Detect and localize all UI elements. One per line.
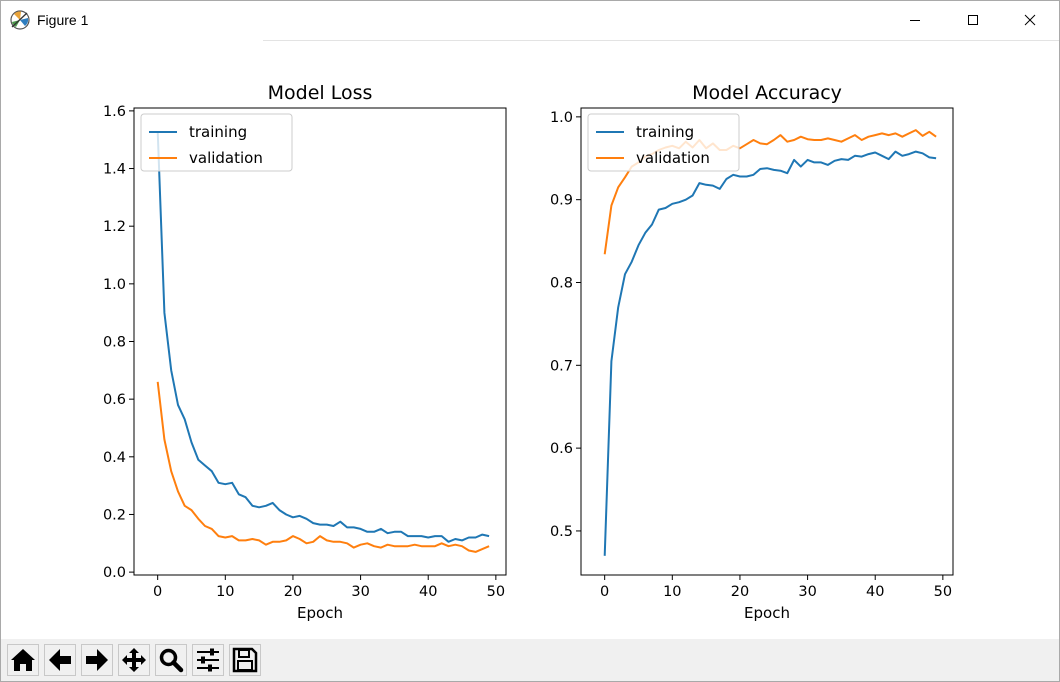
- x-tick-label: 0: [153, 584, 162, 600]
- minimize-button[interactable]: [892, 1, 938, 39]
- y-tick-label: 1.2: [103, 219, 126, 235]
- y-tick-label: 0.8: [103, 335, 126, 351]
- legend-label-validation: validation: [189, 149, 263, 167]
- home-button[interactable]: [7, 644, 39, 676]
- legend-box: [587, 113, 740, 172]
- chart-title: Model Loss: [268, 82, 373, 104]
- x-axis-label: Epoch: [744, 604, 790, 622]
- window-title: Figure 1: [37, 12, 89, 28]
- y-tick-label: 0.9: [550, 193, 573, 209]
- move-icon: [122, 648, 146, 672]
- close-icon: [1024, 14, 1036, 26]
- y-tick-label: 0.2: [103, 507, 126, 523]
- x-tick-label: 20: [284, 584, 302, 600]
- x-tick-label: 40: [866, 584, 884, 600]
- x-tick-label: 40: [419, 584, 437, 600]
- legend-label-validation: validation: [636, 149, 710, 167]
- x-tick-label: 10: [663, 584, 681, 600]
- y-tick-label: 1.0: [103, 277, 126, 293]
- chart-accuracy: Model Accuracy 0 10 20 30 40 50 0.5 0.6 0.7 0.8 0.9…: [550, 82, 954, 622]
- chart-loss: Model Loss 0 10 20 30 40 50 0.0 0.2 0.4 0.6 0.8 1.0 1…: [103, 82, 507, 622]
- home-icon: [11, 649, 35, 671]
- minimize-icon: [910, 20, 920, 21]
- y-tick-label: 1.6: [103, 104, 126, 120]
- chart-title: Model Accuracy: [692, 82, 842, 104]
- maximize-button[interactable]: [950, 1, 996, 39]
- figure-canvas[interactable]: Model Loss 0 10 20 30 40 50 0.0 0.2 0.4 0.6 0.8 1.0 1…: [1, 41, 1059, 639]
- zoom-button[interactable]: [155, 644, 187, 676]
- series-line-validation: [156, 381, 490, 553]
- matplotlib-logo-icon: [10, 10, 30, 30]
- y-tick-label: 0.6: [103, 392, 126, 408]
- sliders-icon: [197, 648, 219, 672]
- series-line-training: [156, 131, 490, 543]
- forward-button[interactable]: [81, 644, 113, 676]
- title-bar[interactable]: Figure 1: [1, 1, 1059, 40]
- floppy-disk-icon: [232, 647, 258, 673]
- title-bar-divider: [263, 40, 1059, 41]
- y-tick-label: 0.0: [103, 565, 126, 581]
- x-tick-label: 10: [216, 584, 234, 600]
- x-tick-label: 20: [731, 584, 749, 600]
- legend: training validation: [140, 113, 293, 172]
- arrow-right-icon: [86, 649, 108, 671]
- series-line-training: [603, 150, 937, 556]
- configure-subplots-button[interactable]: [192, 644, 224, 676]
- y-tick-label: 0.5: [550, 524, 573, 540]
- y-tick-label: 0.4: [103, 450, 126, 466]
- legend-box: [140, 113, 293, 172]
- legend-label-training: training: [189, 123, 247, 141]
- pan-button[interactable]: [118, 644, 150, 676]
- y-tick-label: 1.0: [550, 110, 573, 126]
- x-axis-label: Epoch: [297, 604, 343, 622]
- plot-frame: [133, 107, 507, 576]
- plot-frame: [580, 107, 954, 576]
- x-tick-label: 30: [798, 584, 816, 600]
- magnifier-icon: [159, 648, 184, 673]
- maximize-icon: [968, 15, 978, 25]
- back-button[interactable]: [44, 644, 76, 676]
- y-tick-label: 1.4: [103, 162, 126, 178]
- navigation-toolbar: [1, 639, 1059, 681]
- y-tick-label: 0.8: [550, 275, 573, 291]
- y-tick-label: 0.7: [550, 358, 573, 374]
- arrow-left-icon: [49, 649, 71, 671]
- x-tick-label: 0: [600, 584, 609, 600]
- y-tick-label: 0.6: [550, 441, 573, 457]
- charts-svg: Model Loss 0 10 20 30 40 50 0.0 0.2 0.4 0.6 0.8 1.0 1…: [103, 82, 954, 622]
- legend: training validation: [587, 113, 740, 172]
- x-tick-label: 50: [934, 584, 952, 600]
- save-button[interactable]: [229, 644, 261, 676]
- x-tick-label: 50: [487, 584, 505, 600]
- close-button[interactable]: [1007, 1, 1053, 39]
- x-tick-label: 30: [351, 584, 369, 600]
- legend-label-training: training: [636, 123, 694, 141]
